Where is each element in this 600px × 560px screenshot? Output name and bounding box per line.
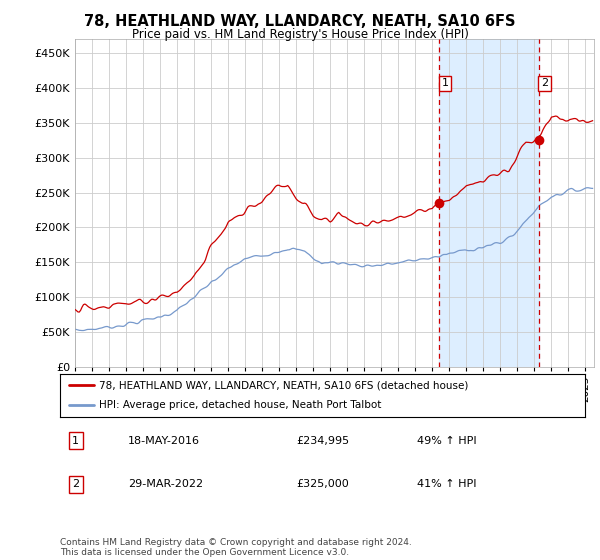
Text: 2: 2	[541, 78, 548, 88]
Text: 49% ↑ HPI: 49% ↑ HPI	[417, 436, 476, 446]
Bar	[439, 39, 539, 367]
Text: 1: 1	[72, 436, 79, 446]
Text: HPI: Average price, detached house, Neath Port Talbot: HPI: Average price, detached house, Neat…	[100, 400, 382, 410]
Text: 78, HEATHLAND WAY, LLANDARCY, NEATH, SA10 6FS (detached house): 78, HEATHLAND WAY, LLANDARCY, NEATH, SA1…	[100, 380, 469, 390]
Text: Contains HM Land Registry data © Crown copyright and database right 2024.
This d: Contains HM Land Registry data © Crown c…	[60, 538, 412, 557]
Text: 41% ↑ HPI: 41% ↑ HPI	[417, 479, 476, 489]
Text: 78, HEATHLAND WAY, LLANDARCY, NEATH, SA10 6FS: 78, HEATHLAND WAY, LLANDARCY, NEATH, SA1…	[84, 14, 516, 29]
Text: 1: 1	[442, 78, 448, 88]
Text: £325,000: £325,000	[296, 479, 349, 489]
Text: 2: 2	[72, 479, 79, 489]
Text: Price paid vs. HM Land Registry's House Price Index (HPI): Price paid vs. HM Land Registry's House …	[131, 28, 469, 41]
Text: 18-MAY-2016: 18-MAY-2016	[128, 436, 200, 446]
Text: 29-MAR-2022: 29-MAR-2022	[128, 479, 203, 489]
Text: £234,995: £234,995	[296, 436, 349, 446]
